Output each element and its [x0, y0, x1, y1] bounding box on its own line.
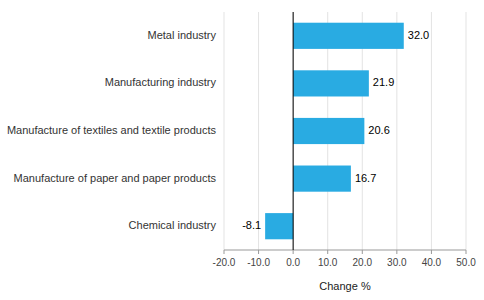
baseline [293, 12, 294, 250]
tick-label: 30.0 [387, 257, 407, 268]
grid-line [224, 12, 225, 250]
data-labels: -8.1 16.7 20.6 21.9 32.0 [242, 29, 429, 231]
tick-mark [258, 250, 259, 254]
tick-label: 40.0 [422, 257, 442, 268]
x-axis-label: Change % [319, 280, 371, 292]
data-label: -8.1 [242, 219, 261, 231]
bars [265, 23, 404, 240]
tick-mark [396, 250, 397, 254]
category-label: Manufacture of paper and paper products [14, 172, 217, 184]
category-label: Chemical industry [129, 219, 217, 231]
tick-mark [362, 250, 363, 254]
bar [293, 166, 351, 192]
tick-label: -10.0 [247, 257, 270, 268]
tick-label: -20.0 [213, 257, 236, 268]
category-label: Manufacturing industry [105, 76, 217, 88]
tick-label: 0.0 [286, 257, 300, 268]
tick-mark [431, 250, 432, 254]
category-label: Manufacture of textiles and textile prod… [7, 124, 217, 136]
bar [293, 70, 369, 96]
category-label: Metal industry [148, 29, 217, 41]
category-labels: Chemical industry Manufacture of paper an… [7, 29, 217, 231]
x-axis-line [224, 250, 466, 251]
tick-mark [327, 250, 328, 254]
tick-label: 50.0 [456, 257, 476, 268]
grid-line [293, 12, 294, 250]
grid-line [258, 12, 259, 250]
data-label: 21.9 [373, 76, 394, 88]
grid [224, 12, 466, 250]
bar [265, 213, 293, 239]
tick-label: 20.0 [353, 257, 373, 268]
data-label: 20.6 [368, 124, 389, 136]
data-label: 32.0 [408, 29, 429, 41]
bar [293, 118, 364, 144]
tick-mark [466, 250, 467, 254]
chart: Chemical industry Manufacture of paper an… [0, 0, 484, 300]
tick-mark [293, 250, 294, 254]
tick-label: 10.0 [318, 257, 338, 268]
bar [293, 23, 404, 49]
data-label: 16.7 [355, 172, 376, 184]
tick-mark [224, 250, 225, 254]
grid-line [431, 12, 432, 250]
grid-line [466, 12, 467, 250]
x-ticks: -20.0 -10.0 0.0 10.0 20.0 30.0 40.0 50.0 [213, 250, 477, 268]
